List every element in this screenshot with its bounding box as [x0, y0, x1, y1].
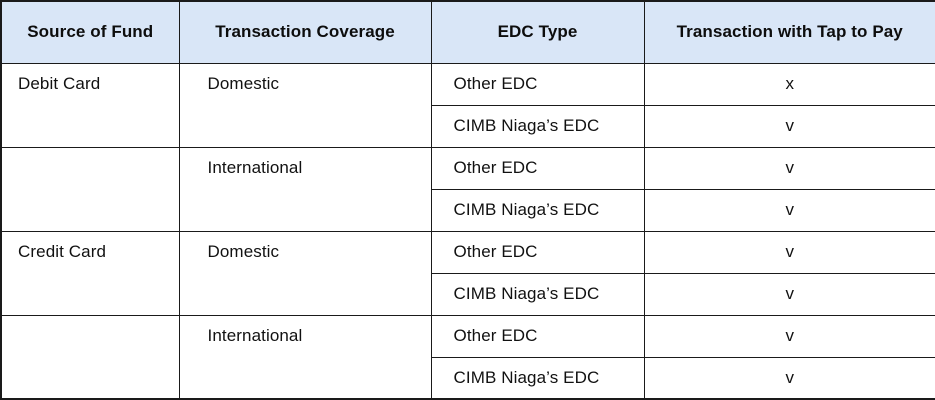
cell-tap-support: x	[643, 62, 935, 106]
table-row: International Other EDC v	[0, 146, 935, 232]
cell-tap-support: v	[643, 356, 935, 400]
table-row: CIMB Niaga’s EDC v	[1, 272, 935, 316]
cell-source-debit-card: Debit Card	[0, 62, 180, 148]
header-transaction-with-tap-to-pay: Transaction with Tap to Pay	[643, 0, 935, 64]
cell-edc-type: CIMB Niaga’s EDC	[430, 188, 645, 232]
table-row: CIMB Niaga’s EDC v	[1, 104, 935, 148]
table-header-row: Source of Fund Transaction Coverage EDC …	[0, 0, 935, 64]
cell-tap-support: v	[643, 146, 935, 190]
cell-edc-type: Other EDC	[430, 230, 645, 274]
cell-tap-support: v	[643, 272, 935, 316]
cell-coverage-international: International	[178, 146, 432, 232]
cell-edc-type: Other EDC	[430, 62, 645, 106]
table-row: International Other EDC v	[0, 314, 935, 400]
table-row: CIMB Niaga’s EDC v	[1, 356, 935, 400]
table-row: Debit Card Domestic Other EDC x	[0, 62, 935, 148]
cell-coverage-domestic: Domestic	[178, 62, 432, 148]
cell-edc-type: Other EDC	[430, 314, 645, 358]
cell-source-credit-card: Credit Card	[0, 230, 180, 316]
header-transaction-coverage: Transaction Coverage	[178, 0, 432, 64]
cell-tap-support: v	[643, 314, 935, 358]
header-source-of-fund: Source of Fund	[0, 0, 180, 64]
cell-edc-type: CIMB Niaga’s EDC	[430, 104, 645, 148]
cell-source-empty	[0, 146, 180, 232]
cell-edc-type: CIMB Niaga’s EDC	[430, 272, 645, 316]
cell-source-empty	[0, 314, 180, 400]
cell-coverage-international: International	[178, 314, 432, 400]
header-edc-type: EDC Type	[430, 0, 645, 64]
cell-edc-type: CIMB Niaga’s EDC	[430, 356, 645, 400]
table-row: Credit Card Domestic Other EDC v	[0, 230, 935, 316]
cell-coverage-domestic: Domestic	[178, 230, 432, 316]
cell-tap-support: v	[643, 104, 935, 148]
cell-edc-type: Other EDC	[430, 146, 645, 190]
cell-tap-support: v	[643, 230, 935, 274]
cell-tap-support: v	[643, 188, 935, 232]
